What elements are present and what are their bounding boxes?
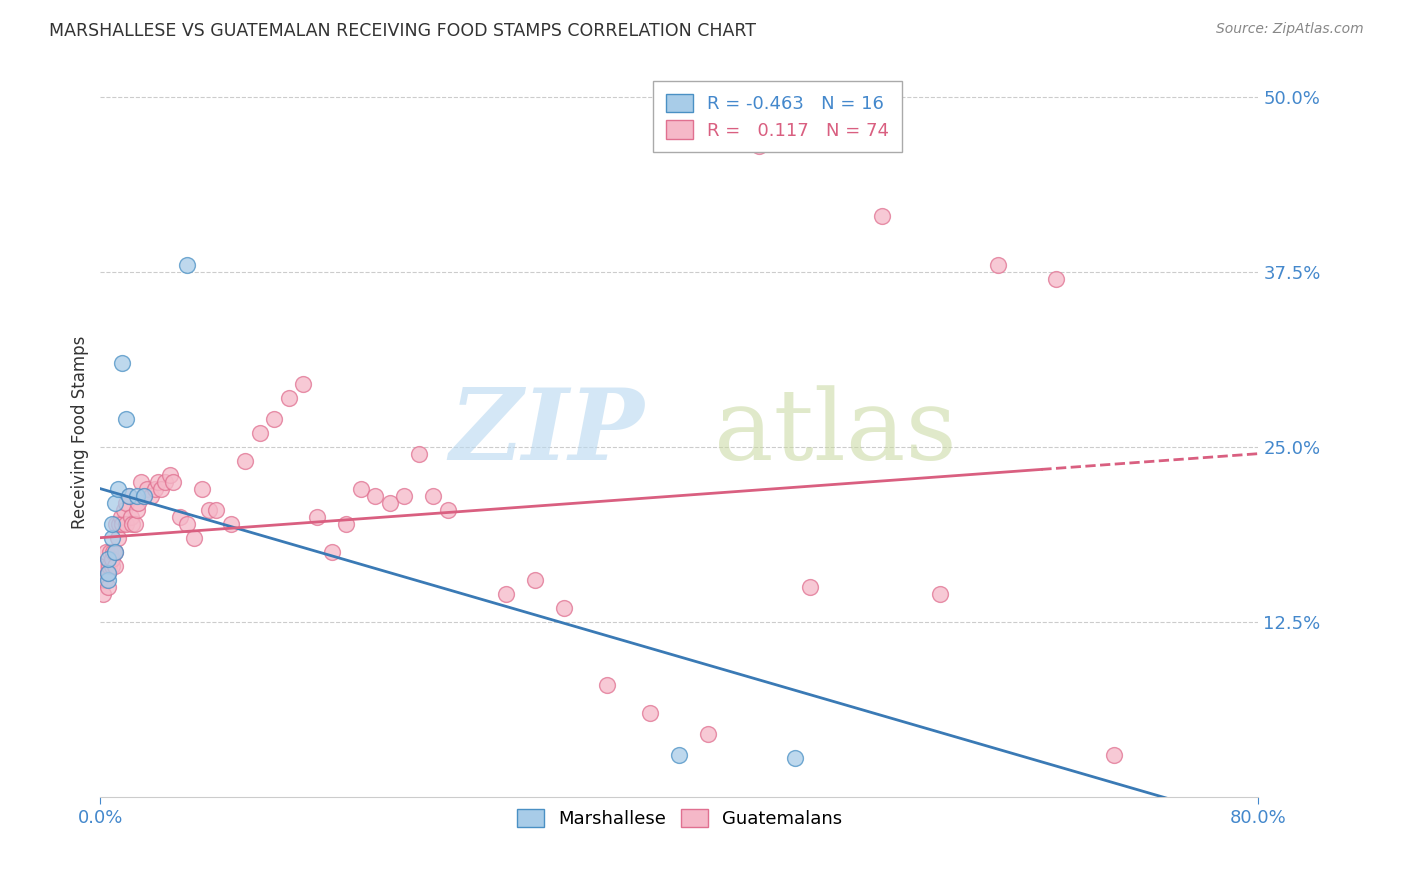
Point: [668, 747, 690, 762]
Point: [101, 516, 124, 531]
Point: [103, 544, 125, 558]
Point: [523, 573, 546, 587]
Point: [115, 411, 138, 425]
Point: [148, 475, 170, 489]
Point: [169, 509, 191, 524]
Point: [350, 482, 373, 496]
Point: [155, 475, 177, 489]
Point: [105, 516, 128, 531]
Point: [125, 502, 148, 516]
Point: [785, 750, 807, 764]
Text: Source: ZipAtlas.com: Source: ZipAtlas.com: [1216, 22, 1364, 37]
Y-axis label: Receiving Food Stamps: Receiving Food Stamps: [72, 336, 89, 529]
Point: [111, 516, 134, 531]
Point: [176, 516, 198, 531]
Point: [150, 482, 173, 496]
Point: [104, 558, 127, 573]
Point: [321, 544, 343, 558]
Point: [120, 509, 142, 524]
Point: [422, 489, 444, 503]
Point: [129, 475, 152, 489]
Point: [121, 516, 143, 531]
Point: [107, 531, 129, 545]
Point: [97, 580, 120, 594]
Point: [111, 356, 134, 370]
Point: [124, 516, 146, 531]
Point: [94, 544, 117, 558]
Text: atlas: atlas: [714, 384, 957, 481]
Point: [101, 551, 124, 566]
Point: [135, 482, 157, 496]
Point: [143, 482, 166, 496]
Point: [364, 489, 387, 503]
Point: [162, 475, 184, 489]
Point: [183, 531, 205, 545]
Point: [176, 258, 198, 272]
Point: [697, 727, 720, 741]
Point: [378, 496, 401, 510]
Point: [93, 558, 115, 573]
Point: [640, 706, 662, 720]
Point: [132, 489, 155, 503]
Point: [219, 516, 242, 531]
Point: [198, 502, 221, 516]
Point: [159, 467, 181, 482]
Point: [104, 544, 127, 558]
Point: [110, 509, 132, 524]
Point: [101, 531, 124, 545]
Point: [97, 551, 120, 566]
Point: [436, 502, 458, 516]
Point: [118, 489, 141, 503]
Point: [132, 489, 155, 503]
Point: [97, 573, 120, 587]
Point: [127, 496, 149, 510]
Point: [987, 258, 1010, 272]
Point: [799, 580, 821, 594]
Point: [125, 489, 148, 503]
Point: [929, 587, 952, 601]
Point: [1102, 747, 1125, 762]
Point: [1045, 271, 1067, 285]
Point: [205, 502, 228, 516]
Point: [107, 482, 129, 496]
Point: [277, 391, 299, 405]
Point: [394, 489, 416, 503]
Text: ZIP: ZIP: [450, 384, 645, 481]
Point: [97, 566, 120, 580]
Point: [108, 516, 131, 531]
Point: [98, 558, 121, 573]
Point: [115, 496, 138, 510]
Point: [90, 558, 112, 573]
Point: [249, 425, 271, 440]
Point: [495, 587, 517, 601]
Point: [190, 482, 212, 496]
Point: [93, 573, 115, 587]
Point: [335, 516, 357, 531]
Point: [233, 453, 256, 467]
Point: [97, 566, 120, 580]
Point: [553, 600, 575, 615]
Point: [104, 544, 127, 558]
Point: [139, 489, 162, 503]
Point: [101, 558, 124, 573]
Point: [91, 587, 114, 601]
Point: [263, 411, 285, 425]
Point: [408, 447, 430, 461]
Text: MARSHALLESE VS GUATEMALAN RECEIVING FOOD STAMPS CORRELATION CHART: MARSHALLESE VS GUATEMALAN RECEIVING FOOD…: [49, 22, 756, 40]
Point: [104, 496, 127, 510]
Point: [292, 376, 315, 391]
Point: [115, 516, 138, 531]
Legend: Marshallese, Guatemalans: Marshallese, Guatemalans: [509, 801, 849, 835]
Point: [89, 573, 111, 587]
Point: [307, 509, 329, 524]
Point: [870, 209, 893, 223]
Point: [596, 678, 619, 692]
Point: [748, 138, 770, 153]
Point: [112, 502, 135, 516]
Point: [100, 544, 122, 558]
Point: [118, 489, 141, 503]
